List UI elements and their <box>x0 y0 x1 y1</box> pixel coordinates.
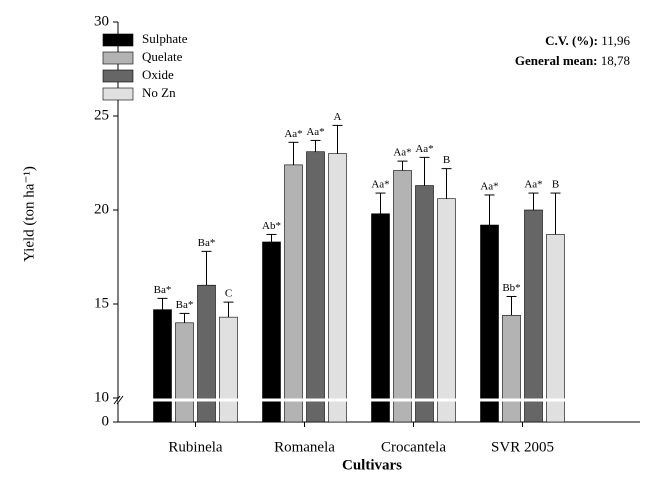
annotation-label: General mean: <box>515 53 598 68</box>
bar-letter: Aa* <box>393 147 411 159</box>
bar-letter: Aa* <box>480 180 498 192</box>
legend-label: Oxide <box>142 67 174 82</box>
bar-letter: Ab* <box>262 220 281 232</box>
y-tick-label: 0 <box>102 413 110 429</box>
bar-letter: C <box>225 288 232 300</box>
bar-letter: B <box>443 154 450 166</box>
bar <box>393 170 412 423</box>
legend-swatch <box>102 33 134 47</box>
legend-label: Sulphate <box>142 31 188 46</box>
annotation-label: C.V. (%): <box>545 33 598 48</box>
annotation-value: 18,78 <box>601 53 630 68</box>
bar <box>153 309 172 423</box>
bar <box>480 224 499 423</box>
y-tick-label: 25 <box>94 107 109 123</box>
bar <box>219 316 238 423</box>
y-axis-label: Yield (ton ha⁻¹) <box>21 166 37 262</box>
x-tick-label: Crocantela <box>381 439 446 455</box>
y-tick-label: 15 <box>94 295 109 311</box>
x-tick-label: Romanela <box>274 439 335 455</box>
bar-letter: Aa* <box>306 126 324 138</box>
bar-letter: A <box>334 111 342 123</box>
bar-letter: Aa* <box>415 143 433 155</box>
bar-letter: Aa* <box>284 128 302 140</box>
bar-letter: Aa* <box>524 179 542 191</box>
bar-letter: Bb* <box>502 282 520 294</box>
legend-label: No Zn <box>142 85 176 100</box>
bar-letter: Ba* <box>154 284 172 296</box>
bar <box>328 153 347 423</box>
legend-swatch <box>102 87 134 101</box>
bar <box>284 164 303 423</box>
bar-letter: B <box>552 179 559 191</box>
y-tick-label: 10 <box>94 389 109 405</box>
legend-swatch <box>102 69 134 83</box>
annotation: C.V. (%): 11,96 <box>545 33 630 48</box>
legend-swatch <box>102 51 134 65</box>
bar-letter: Ba* <box>198 237 216 249</box>
annotation: General mean: 18,78 <box>515 53 630 68</box>
annotation-value: 11,96 <box>601 33 630 48</box>
bar-letter: Aa* <box>371 179 389 191</box>
bar <box>546 234 565 423</box>
x-axis-label: Cultivars <box>342 457 402 473</box>
x-tick-label: Rubinela <box>168 439 222 455</box>
axis-break-mark <box>113 395 124 405</box>
bar <box>437 198 456 423</box>
bar-letter: Ba* <box>176 299 194 311</box>
bar <box>415 185 434 423</box>
bar <box>175 322 194 423</box>
bar <box>262 241 281 423</box>
bar <box>371 213 390 423</box>
y-tick-label: 20 <box>94 201 109 217</box>
bar <box>502 314 521 423</box>
bar <box>524 209 543 423</box>
x-tick-label: SVR 2005 <box>491 439 554 455</box>
bar <box>306 151 325 423</box>
legend-label: Quelate <box>142 49 183 64</box>
y-tick-label: 30 <box>94 13 109 29</box>
